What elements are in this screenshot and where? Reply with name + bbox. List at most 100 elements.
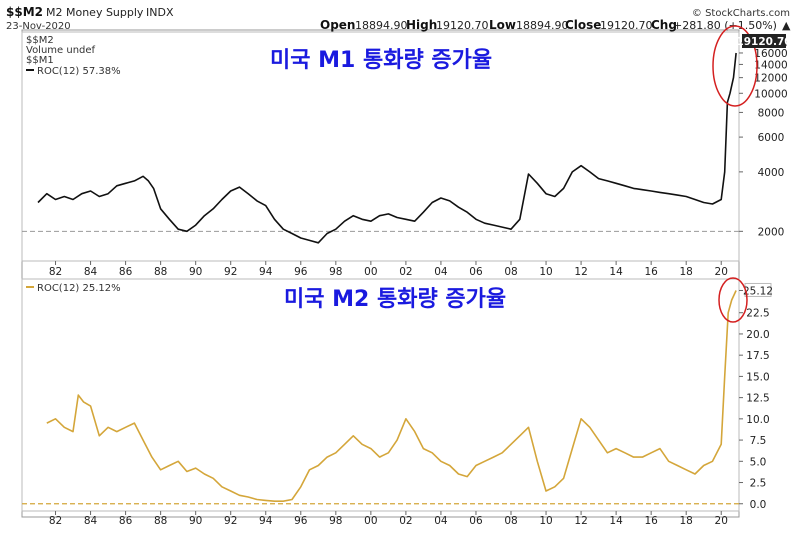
bottom-x-tick-label: 98 — [329, 515, 342, 527]
top-x-tick-label: 98 — [329, 266, 342, 278]
bottom-y-tick-label: 2.5 — [750, 478, 767, 490]
top-x-tick-label: 04 — [434, 266, 448, 278]
m1-series-line — [37, 52, 737, 244]
top-panel-frame — [21, 31, 740, 262]
bottom-y-tick-label: 10.0 — [746, 414, 769, 426]
bottom-x-tick-label: 20 — [715, 515, 728, 527]
top-y-tick-label: 16000 — [754, 48, 787, 60]
bottom-y-tick-label: 7.5 — [750, 435, 767, 447]
top-price-panel: 2000400060008000100001200014000160001800… — [21, 25, 792, 262]
chart-outer-border — [21, 29, 740, 518]
exchange-label: INDX — [146, 6, 174, 19]
bottom-x-tick-label: 88 — [154, 515, 167, 527]
bottom-x-tick-label: 02 — [399, 515, 412, 527]
top-x-tick-label: 86 — [119, 266, 133, 278]
low-label: Low — [489, 18, 516, 32]
bottom-y-tick-label: 5.0 — [750, 456, 767, 468]
chart-date: 23-Nov-2020 — [6, 21, 71, 32]
top-x-tick-label: 84 — [84, 266, 98, 278]
bottom-y-tick-label: 17.5 — [746, 350, 769, 362]
open-label: Open — [320, 18, 355, 32]
top-x-tick-label: 18 — [680, 266, 693, 278]
bottom-y-tick-label: 12.5 — [746, 393, 769, 405]
top-y-tick-label: 14000 — [754, 59, 787, 71]
bottom-y-tick-label: 15.0 — [746, 371, 769, 383]
chg-label: Chg — [651, 18, 677, 32]
top-x-tick-label: 10 — [539, 266, 552, 278]
bottom-x-tick-label: 18 — [680, 515, 693, 527]
bottom-x-tick-label: 84 — [84, 515, 98, 527]
overlay-title-m1: 미국 M1 통화량 증가율 — [270, 48, 492, 73]
top-x-tick-label: 94 — [259, 266, 273, 278]
top-series-group — [37, 52, 737, 244]
top-y-tick-label: 10000 — [754, 88, 787, 100]
top-x-tick-label: 20 — [715, 266, 728, 278]
top-x-tick-label: 12 — [574, 266, 587, 278]
bottom-x-tick-label: 94 — [259, 515, 273, 527]
top-x-tick-label: 96 — [294, 266, 308, 278]
bottom-x-tick-label: 12 — [574, 515, 587, 527]
high-label: High — [406, 18, 437, 32]
bottom-x-tick-label: 10 — [539, 515, 552, 527]
bottom-x-tick-label: 00 — [364, 515, 377, 527]
last-value-label: 19120.70 — [736, 36, 791, 48]
bottom-x-tick-label: 08 — [504, 515, 517, 527]
bottom-x-tick-label: 96 — [294, 515, 308, 527]
top-x-tick-label: 92 — [224, 266, 237, 278]
top-x-tick-label: 90 — [189, 266, 202, 278]
top-x-tick-label: 82 — [49, 266, 62, 278]
bottom-panel-frame — [21, 278, 740, 512]
open-value: 18894.90 — [355, 19, 408, 32]
bottom-x-tick-label: 82 — [49, 515, 62, 527]
chg-value: +281.80 (+1.50%) — [673, 19, 777, 32]
top-y-tick-label: 6000 — [758, 132, 785, 144]
top-x-tick-label: 88 — [154, 266, 167, 278]
watermark: © StockCharts.com — [692, 8, 790, 19]
bottom-x-tick-label: 06 — [469, 515, 483, 527]
bottom-y-axis-ticks: 0.0 2.5 5.0 7.5 10.0 12.5 15.0 17.5 20.0 22.5 25.1… — [739, 282, 773, 511]
legend-roc-bottom: ROC(12) 25.12% — [37, 283, 121, 294]
bottom-y-tick-label: 22.5 — [746, 308, 769, 320]
bottom-x-tick-label: 14 — [609, 515, 623, 527]
bottom-x-tick-label: 86 — [119, 515, 133, 527]
roc-series-line — [46, 290, 737, 503]
legend-m2: $$M2 — [26, 35, 54, 46]
legend-m1: $$M1 — [26, 55, 54, 66]
close-label: Close — [565, 18, 601, 32]
legend-volume: Volume undef — [26, 45, 96, 56]
bottom-x-axis-ticks: 82 84 86 88 90 92 94 96 98 00 02 04 06 08 10 12 14 16 18 20 — [49, 511, 728, 527]
top-y-axis-ticks: 2000400060008000100001200014000160001800… — [739, 38, 788, 238]
top-x-tick-label: 16 — [644, 266, 658, 278]
last-value-badge — [742, 34, 786, 48]
top-x-tick-label: 08 — [504, 266, 517, 278]
top-x-tick-label: 00 — [364, 266, 377, 278]
bottom-x-tick-label: 92 — [224, 515, 237, 527]
overlay-title-m2: 미국 M2 통화량 증가율 — [284, 287, 506, 312]
bottom-x-tick-label: 90 — [189, 515, 202, 527]
bottom-y-tick-label: 0.0 — [750, 499, 767, 511]
legend-roc-top: ROC(12) 57.38% — [37, 66, 121, 77]
close-value: 19120.70 — [600, 19, 653, 32]
highlight-circle-bottom — [718, 277, 748, 323]
last-roc-label: 25.12 — [743, 285, 773, 297]
top-y-tick-label: 12000 — [754, 73, 787, 85]
top-x-tick-label: 14 — [609, 266, 623, 278]
high-value: 19120.70 — [436, 19, 489, 32]
highlight-circle-top — [712, 25, 758, 107]
top-x-tick-label: 06 — [469, 266, 483, 278]
symbol-label: $$M2 — [6, 5, 43, 19]
bottom-x-tick-label: 04 — [434, 515, 448, 527]
top-y-tick-label: 4000 — [758, 167, 785, 179]
bottom-roc-panel: 0.0 2.5 5.0 7.5 10.0 12.5 15.0 17.5 20.0 22.5 25.1… — [21, 277, 773, 512]
bottom-x-tick-label: 16 — [644, 515, 658, 527]
top-x-tick-label: 02 — [399, 266, 412, 278]
chg-up-icon: ▲ — [782, 19, 791, 32]
top-x-axis-ticks: 82 84 86 88 90 92 94 96 98 00 02 04 06 08 10 12 14 16 18 20 — [49, 261, 728, 278]
top-y-tick-label: 2000 — [758, 226, 785, 238]
bottom-y-tick-label: 20.0 — [746, 329, 769, 341]
bottom-series-group — [46, 290, 737, 503]
top-y-tick-label: 8000 — [758, 107, 785, 119]
